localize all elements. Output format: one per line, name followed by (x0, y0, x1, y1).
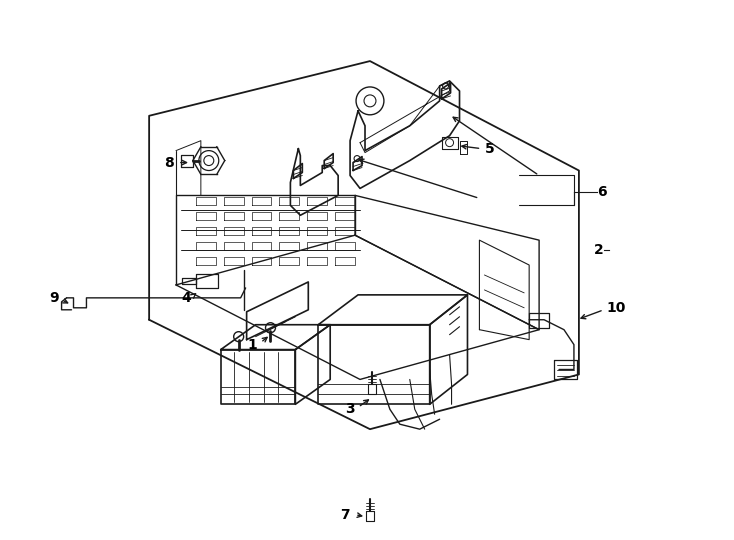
Text: 2: 2 (594, 243, 603, 257)
Text: 10: 10 (607, 301, 626, 315)
Text: 8: 8 (164, 156, 174, 170)
Text: 4: 4 (181, 291, 191, 305)
Text: 5: 5 (484, 141, 494, 156)
Text: 1: 1 (247, 338, 258, 352)
Text: 7: 7 (341, 508, 350, 522)
Text: 6: 6 (597, 185, 606, 199)
Text: 3: 3 (345, 402, 355, 416)
Text: 9: 9 (48, 291, 59, 305)
